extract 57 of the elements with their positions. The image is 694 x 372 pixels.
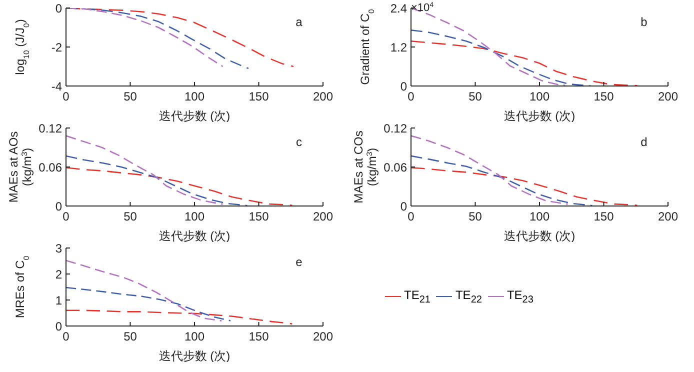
x-tick-label: 150	[594, 90, 614, 104]
line-series	[66, 8, 224, 68]
x-tick-label: 200	[658, 90, 678, 104]
annotation: b	[640, 15, 648, 29]
y-tick-label: 0.12	[384, 121, 408, 136]
x-tick-label: 100	[184, 210, 205, 224]
y-tick-label: -4	[51, 79, 62, 94]
x-tick-label: 100	[184, 330, 205, 344]
x-tick-label: 50	[468, 90, 482, 104]
y-tick-label: 0	[55, 199, 62, 214]
x-tick-label: 50	[124, 330, 138, 344]
x-tick-label: 50	[468, 210, 482, 224]
y-tick-label: 0	[55, 1, 62, 16]
legend-label: TE$_{23}$	[506, 288, 534, 306]
y-tick-label: -2	[51, 40, 62, 54]
x-tick-label: 200	[658, 210, 678, 224]
annotation: e	[296, 255, 303, 269]
line-series	[66, 310, 293, 325]
y-tick-label: 0	[400, 199, 408, 214]
line-series	[411, 155, 593, 206]
y-tick-label: 0.06	[384, 160, 408, 174]
y-tick-label: 0.12	[38, 121, 62, 136]
annotation: d	[640, 135, 648, 149]
line-series	[66, 155, 248, 206]
line-series	[66, 286, 232, 322]
x-tick-label: 100	[529, 90, 550, 104]
line-series	[411, 135, 568, 205]
x-tick-label: 50	[124, 210, 138, 224]
annotation: ×10$^{4}$	[411, 1, 434, 14]
y-tick-label: 2	[55, 267, 62, 282]
legend-label: TE$_{22}$	[455, 288, 482, 306]
x-tick-label: 150	[248, 90, 270, 104]
line-series	[411, 40, 638, 86]
line-series	[66, 260, 222, 322]
x-tick-label: 100	[529, 210, 550, 224]
line-series	[411, 29, 592, 86]
x-tick-label: 150	[248, 330, 270, 344]
y-tick-label: 2.4	[390, 1, 408, 16]
y-tick-label: 1	[55, 293, 62, 308]
x-tick-label: 200	[312, 210, 334, 224]
x-tick-label: 150	[248, 210, 270, 224]
legend-label: TE$_{21}$	[404, 288, 430, 306]
x-tick-label: 200	[312, 330, 334, 344]
x-tick-label: 200	[312, 90, 334, 104]
annotation: c	[296, 135, 302, 149]
line-series	[411, 167, 638, 206]
annotation: a	[296, 15, 303, 29]
line-series	[66, 135, 224, 205]
y-tick-label: 0	[55, 319, 62, 334]
line-series	[66, 167, 293, 206]
y-tick-label: 0.06	[38, 160, 62, 174]
x-tick-label: 150	[594, 210, 614, 224]
y-tick-label: 0	[400, 79, 408, 94]
y-tick-label: 1.2	[390, 40, 408, 54]
y-tick-label: 3	[55, 241, 62, 256]
x-tick-label: 100	[184, 90, 205, 104]
x-tick-label: 50	[124, 90, 138, 104]
